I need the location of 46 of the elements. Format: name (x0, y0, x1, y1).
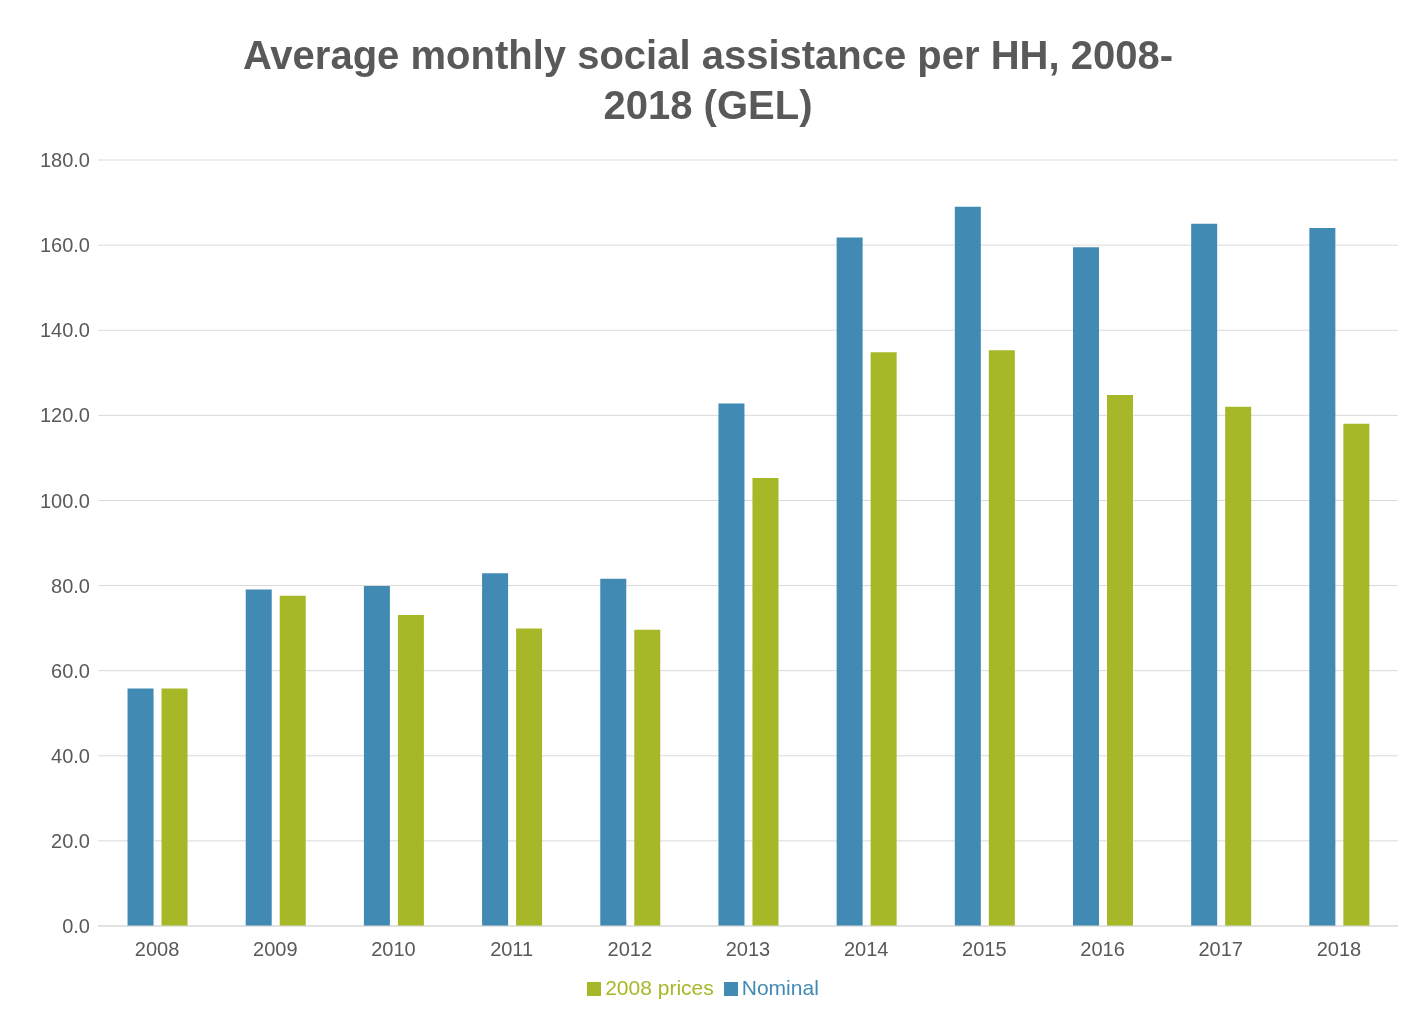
bar (634, 629, 661, 926)
bar (718, 403, 745, 926)
bar (245, 589, 272, 926)
x-tick-label: 2016 (1080, 938, 1125, 961)
x-tick-label: 2015 (962, 938, 1007, 961)
bar (1107, 394, 1133, 926)
bar (600, 578, 627, 926)
bar (516, 628, 543, 926)
x-tick-label: 2018 (1316, 938, 1362, 961)
bar (161, 688, 188, 926)
bar (279, 595, 306, 926)
x-tick-label: 2010 (371, 938, 416, 961)
y-tick-label: 60.0 (51, 659, 90, 682)
bar (1191, 223, 1218, 926)
y-tick-label: 160.0 (39, 234, 90, 257)
bar (870, 352, 897, 926)
bar (1225, 406, 1252, 926)
bar (954, 206, 981, 926)
y-tick-label: 0.0 (62, 915, 90, 938)
y-tick-label: 40.0 (51, 744, 90, 767)
x-tick-label: 2012 (607, 938, 653, 961)
y-tick-label: 140.0 (39, 319, 90, 342)
x-tick-label: 2011 (490, 938, 534, 961)
y-tick-label: 80.0 (51, 574, 90, 597)
y-tick-label: 120.0 (39, 404, 90, 427)
bar (1309, 228, 1336, 926)
y-tick-label: 180.0 (39, 149, 90, 172)
bar (397, 614, 424, 926)
x-tick-label: 2014 (843, 938, 889, 961)
bar (988, 350, 1015, 926)
chart-title: Average monthly social assistance per HH, 2008-2018 (GEL) (241, 32, 1174, 129)
bar (1073, 247, 1099, 926)
x-tick-label: 2009 (253, 938, 298, 961)
bar (127, 688, 154, 926)
legend-label: 2008 prices (605, 976, 714, 999)
y-tick-label: 100.0 (39, 489, 90, 512)
bar (752, 477, 779, 926)
legend-label: Nominal (741, 976, 819, 999)
y-tick-label: 20.0 (51, 829, 90, 852)
bar (482, 573, 509, 926)
x-tick-label: 2013 (725, 938, 771, 961)
x-tick-label: 2017 (1198, 938, 1243, 961)
bar (1343, 423, 1370, 926)
bar (363, 585, 390, 926)
x-tick-label: 2008 (134, 938, 180, 961)
bar (836, 237, 863, 926)
